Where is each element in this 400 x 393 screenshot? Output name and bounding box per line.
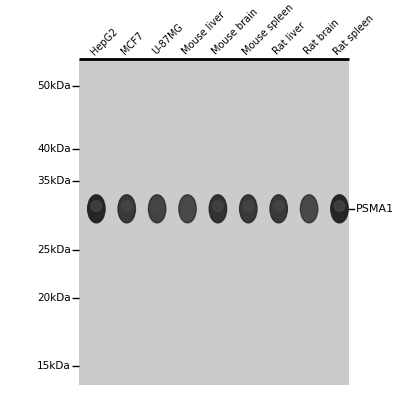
- Text: HepG2: HepG2: [89, 26, 120, 57]
- Ellipse shape: [182, 201, 193, 211]
- Ellipse shape: [331, 195, 348, 223]
- Ellipse shape: [274, 201, 284, 211]
- Ellipse shape: [240, 195, 257, 223]
- Ellipse shape: [209, 195, 227, 223]
- Text: Rat spleen: Rat spleen: [332, 13, 376, 57]
- Ellipse shape: [334, 201, 345, 211]
- Text: MCF7: MCF7: [120, 31, 146, 57]
- Text: Mouse spleen: Mouse spleen: [241, 2, 296, 57]
- Text: 35kDa: 35kDa: [37, 176, 71, 187]
- Ellipse shape: [118, 195, 136, 223]
- Text: 25kDa: 25kDa: [37, 245, 71, 255]
- Text: U-87MG: U-87MG: [150, 22, 185, 57]
- Text: 15kDa: 15kDa: [37, 361, 71, 371]
- Ellipse shape: [91, 201, 102, 211]
- Ellipse shape: [270, 195, 287, 223]
- Text: Rat liver: Rat liver: [272, 21, 308, 57]
- Ellipse shape: [88, 195, 105, 223]
- Ellipse shape: [300, 195, 318, 223]
- Ellipse shape: [213, 201, 223, 211]
- Ellipse shape: [243, 201, 254, 211]
- Ellipse shape: [152, 201, 162, 211]
- Text: Mouse liver: Mouse liver: [180, 10, 227, 57]
- Text: Mouse brain: Mouse brain: [211, 7, 260, 57]
- Text: 40kDa: 40kDa: [37, 144, 71, 154]
- Ellipse shape: [148, 195, 166, 223]
- Ellipse shape: [179, 195, 196, 223]
- Ellipse shape: [122, 201, 132, 211]
- Bar: [79, 59, 349, 386]
- Ellipse shape: [304, 201, 314, 211]
- Text: 50kDa: 50kDa: [37, 81, 71, 91]
- Text: 20kDa: 20kDa: [37, 293, 71, 303]
- Text: PSMA1: PSMA1: [356, 204, 394, 214]
- Text: Rat brain: Rat brain: [302, 18, 341, 57]
